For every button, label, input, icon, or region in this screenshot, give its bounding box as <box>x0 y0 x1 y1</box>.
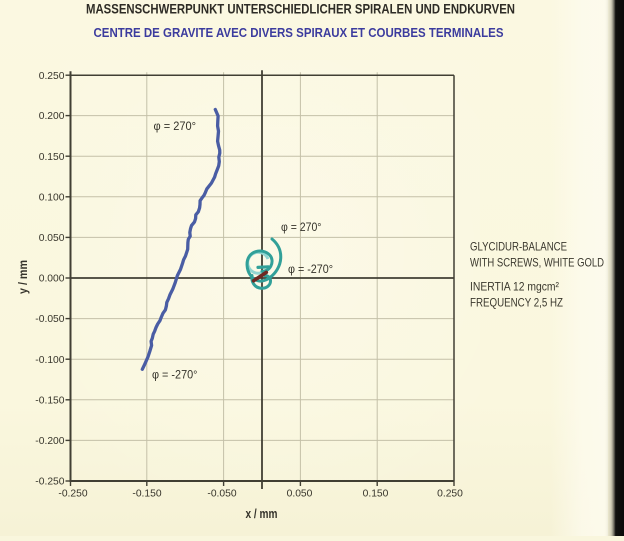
svg-text:MASSENSCHWERPUNKT UNTERSCHIEDL: MASSENSCHWERPUNKT UNTERSCHIEDLICHER SPIR… <box>86 0 515 16</box>
svg-text:0.050: 0.050 <box>287 489 313 500</box>
svg-text:x / mm: x / mm <box>246 507 278 521</box>
svg-text:-0.100: -0.100 <box>35 355 64 366</box>
svg-text:-0.150: -0.150 <box>132 489 161 500</box>
svg-text:0.250: 0.250 <box>437 489 463 500</box>
svg-text:-0.250: -0.250 <box>35 477 64 488</box>
svg-text:0.200: 0.200 <box>39 111 65 122</box>
svg-text:φ = 270°: φ = 270° <box>281 220 322 234</box>
svg-text:-0.150: -0.150 <box>35 395 64 406</box>
svg-text:-0.200: -0.200 <box>35 436 64 447</box>
svg-text:φ = -270°: φ = -270° <box>152 367 198 381</box>
svg-text:WITH SCREWS, WHITE GOLD: WITH SCREWS, WHITE GOLD <box>470 256 604 270</box>
svg-text:y / mm: y / mm <box>16 260 30 294</box>
svg-text:FREQUENCY 2,5 HZ: FREQUENCY 2,5 HZ <box>470 296 563 310</box>
svg-text:-0.250: -0.250 <box>58 489 87 500</box>
svg-text:0.000: 0.000 <box>39 274 65 285</box>
svg-text:0.150: 0.150 <box>39 152 65 163</box>
svg-text:0.150: 0.150 <box>363 489 389 500</box>
svg-text:0.100: 0.100 <box>39 192 65 203</box>
svg-text:-0.050: -0.050 <box>207 489 236 500</box>
svg-text:GLYCIDUR-BALANCE: GLYCIDUR-BALANCE <box>470 240 567 254</box>
svg-text:φ = -270°: φ = -270° <box>288 262 333 276</box>
svg-text:CENTRE DE GRAVITE AVEC DIVERS: CENTRE DE GRAVITE AVEC DIVERS SPIRAUX ET… <box>94 25 504 40</box>
svg-text:φ = 270°: φ = 270° <box>154 119 197 133</box>
svg-text:0.050: 0.050 <box>39 233 65 244</box>
svg-text:-0.050: -0.050 <box>35 314 64 325</box>
svg-text:INERTIA 12 mgcm²: INERTIA 12 mgcm² <box>470 280 559 294</box>
svg-text:0.250: 0.250 <box>39 71 65 82</box>
